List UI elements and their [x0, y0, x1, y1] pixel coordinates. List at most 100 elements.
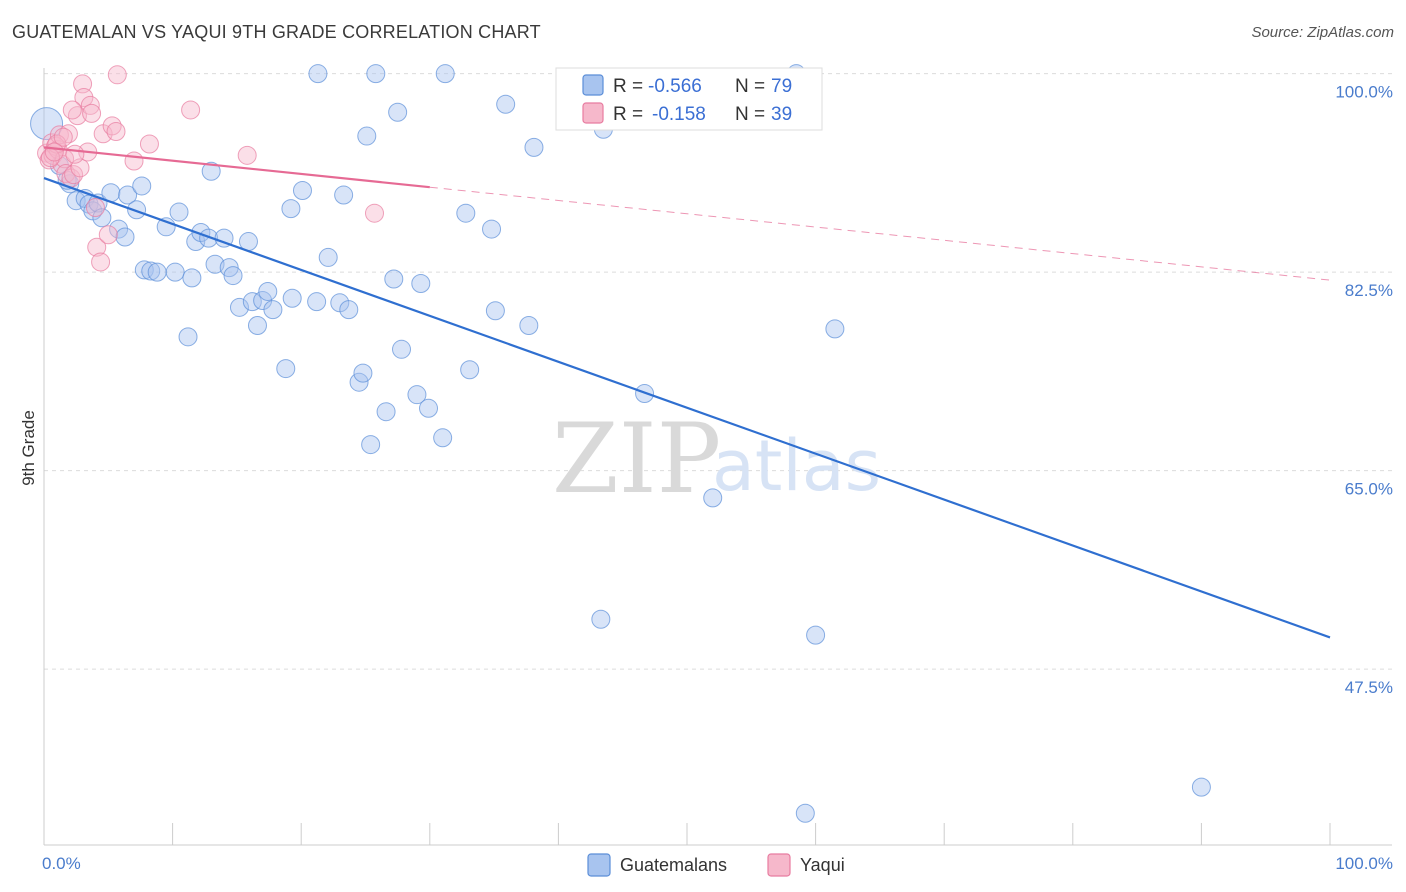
legend: R = -0.566 N = 79 R = -0.158 N = 39: [555, 67, 823, 131]
legend-r-label: R =: [613, 104, 643, 125]
legend-r-value: -0.158: [652, 104, 706, 125]
legend-n-value: 39: [771, 104, 792, 125]
trend-line: [43, 176, 1331, 639]
data-point: [80, 95, 100, 115]
data-point: [357, 126, 377, 146]
data-point: [87, 237, 107, 257]
data-point: [30, 107, 64, 141]
data-point: [591, 609, 611, 629]
legend-swatch-yaqui: [582, 102, 604, 124]
axes: [43, 68, 1392, 846]
bottom-legend-swatch-yaqui: [767, 853, 791, 877]
data-point: [376, 402, 396, 422]
data-point: [263, 300, 283, 320]
legend-n-label: N =: [735, 76, 765, 97]
data-point: [456, 203, 476, 223]
data-point: [139, 134, 159, 154]
trend-line: [43, 146, 430, 189]
data-point: [229, 297, 249, 317]
data-point: [258, 281, 278, 301]
bottom-legend-label-guatemalans: Guatemalans: [620, 855, 727, 875]
watermark-atlas: atlas: [712, 425, 881, 507]
x-tick-label: 100.0%: [1335, 854, 1393, 873]
y-tick-label: 65.0%: [1345, 480, 1393, 499]
data-point: [165, 262, 185, 282]
data-point: [485, 301, 505, 321]
data-point: [201, 161, 221, 181]
data-point: [435, 64, 455, 84]
trend-line-extension: [429, 186, 1331, 281]
data-point: [366, 64, 386, 84]
data-point: [282, 288, 302, 308]
data-point: [62, 100, 82, 120]
data-point: [318, 247, 338, 267]
y-tick-label: 82.5%: [1345, 281, 1393, 300]
data-point: [182, 268, 202, 288]
legend-swatch-guatemalans: [582, 74, 604, 96]
data-point: [334, 185, 354, 205]
data-point: [247, 315, 267, 335]
data-point: [91, 252, 111, 272]
scatter-points: [30, 64, 1211, 823]
data-point: [524, 137, 544, 157]
data-point: [106, 122, 126, 142]
data-point: [178, 327, 198, 347]
data-point: [361, 435, 381, 455]
data-point: [384, 269, 404, 289]
data-point: [191, 222, 211, 242]
data-point: [419, 398, 439, 418]
data-point: [237, 145, 257, 165]
data-point: [407, 385, 427, 405]
data-point: [806, 625, 826, 645]
data-point: [223, 266, 243, 286]
data-point: [118, 185, 138, 205]
data-point: [44, 142, 64, 162]
data-point: [308, 64, 328, 84]
data-point: [74, 87, 94, 107]
data-point: [65, 144, 85, 164]
data-point: [795, 803, 815, 823]
y-tick-label: 47.5%: [1345, 678, 1393, 697]
data-point: [292, 181, 312, 201]
data-point: [365, 203, 385, 223]
legend-n-label: N =: [735, 104, 765, 125]
data-point: [73, 74, 93, 94]
data-point: [124, 151, 144, 171]
data-point: [147, 262, 167, 282]
data-point: [67, 106, 87, 126]
data-point: [92, 208, 112, 228]
data-point: [276, 359, 296, 379]
chart-title: GUATEMALAN VS YAQUI 9TH GRADE CORRELATIO…: [12, 22, 541, 42]
chart-source: Source: ZipAtlas.com: [1251, 24, 1394, 41]
legend-r-label: R =: [613, 76, 643, 97]
trend-lines: [43, 146, 1331, 639]
data-point: [242, 292, 262, 312]
data-point: [392, 339, 412, 359]
data-point: [199, 228, 219, 248]
data-point: [102, 116, 122, 136]
data-point: [141, 261, 161, 281]
data-point: [411, 274, 431, 294]
data-point: [109, 219, 129, 239]
data-point: [460, 360, 480, 380]
y-tick-label: 100.0%: [1335, 83, 1393, 102]
data-point: [433, 428, 453, 448]
data-point: [519, 315, 539, 335]
data-point: [107, 65, 127, 85]
data-point: [82, 103, 102, 123]
data-point: [53, 127, 73, 147]
x-tick-label: 0.0%: [42, 854, 81, 873]
data-point: [349, 372, 369, 392]
legend-n-value: 79: [771, 76, 792, 97]
data-point: [339, 300, 359, 320]
legend-r-value: -0.566: [648, 76, 702, 97]
data-point: [98, 225, 118, 245]
data-point: [85, 198, 105, 218]
bottom-legend-swatch-guatemalans: [587, 853, 611, 877]
bottom-legend-label-yaqui: Yaqui: [800, 855, 845, 875]
data-point: [703, 488, 723, 508]
data-point: [205, 254, 225, 274]
tick-labels: 100.0% 82.5% 65.0% 47.5% 0.0% 100.0%: [42, 83, 1393, 873]
data-point: [181, 100, 201, 120]
